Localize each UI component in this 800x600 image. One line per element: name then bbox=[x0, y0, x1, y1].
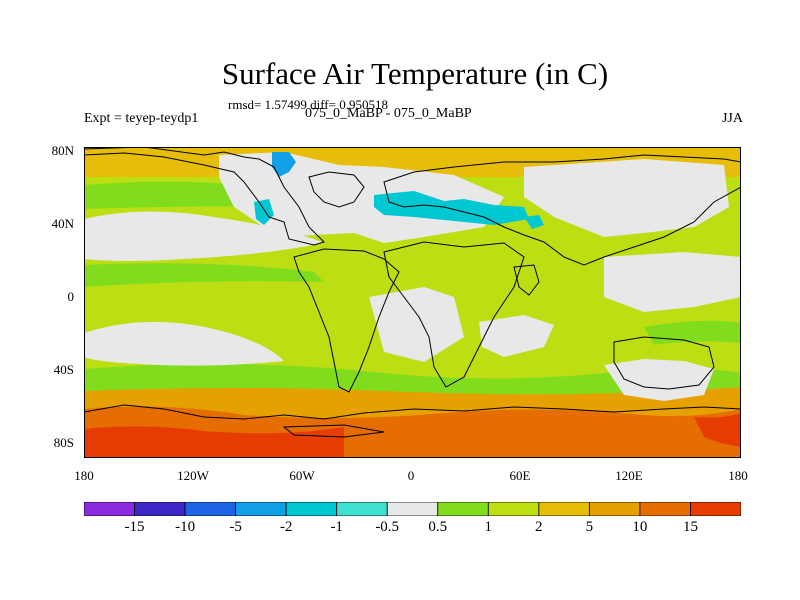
colorbar-label: -5 bbox=[229, 519, 242, 535]
lon-label-0: 0 bbox=[407, 468, 415, 483]
colorbar bbox=[84, 502, 741, 516]
lat-label-80s: 80S bbox=[53, 435, 74, 450]
coastline-africa bbox=[383, 241, 525, 388]
lat-label-equator: 0 bbox=[67, 289, 75, 304]
colorbar-swatch bbox=[285, 502, 338, 516]
lon-label-180w: 180 bbox=[74, 468, 94, 483]
cooling-patch-arctic-canada bbox=[272, 152, 296, 177]
coastline-south-america bbox=[293, 248, 400, 393]
cooling-patch-north-atlantic bbox=[374, 191, 529, 225]
coastline-antarctica bbox=[84, 404, 741, 420]
colorbar-label: -2 bbox=[279, 519, 293, 535]
green-band-tropics bbox=[84, 263, 324, 287]
grey-region-south-africa bbox=[479, 315, 554, 357]
green-band-south bbox=[84, 363, 741, 395]
coastline-arctic-north-america bbox=[84, 147, 325, 246]
grey-region-south-pacific bbox=[84, 321, 284, 366]
lat-label-40s: 40S bbox=[53, 362, 74, 377]
cooling-patch-small-east bbox=[524, 215, 544, 229]
cooling-patch-north-america bbox=[254, 199, 274, 225]
grey-region-indo-pacific bbox=[604, 252, 741, 312]
antarctic-hot-patch-west bbox=[84, 426, 344, 458]
colorbar-swatch bbox=[336, 502, 388, 516]
colorbar-label: -1 bbox=[330, 519, 343, 535]
temperature-map bbox=[84, 147, 741, 458]
colorbar-label: 1 bbox=[484, 519, 493, 535]
grey-region-south-atlantic bbox=[369, 287, 464, 362]
colorbar-swatch bbox=[235, 502, 287, 516]
map-frame bbox=[84, 147, 741, 458]
colorbar-swatch bbox=[639, 502, 691, 516]
antarctic-hot-patch-east bbox=[694, 413, 741, 447]
colorbar-label: 15 bbox=[683, 519, 698, 535]
colorbar-label: 2 bbox=[535, 519, 543, 535]
colorbar-swatch bbox=[134, 502, 186, 516]
colorbar-label: 0.5 bbox=[428, 519, 448, 535]
grey-region-asia bbox=[524, 159, 729, 237]
lon-label-60w: 60W bbox=[289, 468, 315, 483]
experiment-label: Expt = teyep-teydp1 bbox=[84, 111, 199, 126]
colorbar-swatch bbox=[487, 502, 540, 516]
colorbar-swatch bbox=[184, 502, 237, 516]
colorbar-swatch bbox=[437, 502, 489, 516]
colorbar-label: 5 bbox=[585, 519, 594, 535]
time-slice-label: 075_0_MaBP - 075_0_MaBP bbox=[305, 106, 472, 121]
map-title: Surface Air Temperature (in C) bbox=[221, 56, 609, 91]
lat-label-40n: 40N bbox=[51, 216, 74, 231]
lat-label-80n: 80N bbox=[51, 143, 74, 158]
coastlines bbox=[84, 147, 741, 438]
colorbar-swatch bbox=[588, 502, 641, 516]
rmsd-diff-stats: rmsd= 1.57499 diff= 0.950518 bbox=[228, 97, 388, 112]
colorbar-label: -0.5 bbox=[375, 519, 400, 535]
colorbar-swatch bbox=[690, 502, 741, 516]
colorbar-label: 10 bbox=[632, 519, 648, 535]
season-label: JJA bbox=[721, 111, 743, 126]
lon-label-120e: 120E bbox=[615, 468, 643, 483]
colorbar-swatch bbox=[84, 502, 135, 516]
grey-region-north-america-atlantic bbox=[219, 152, 504, 243]
coastline-antarctic-peninsula bbox=[282, 424, 385, 438]
lon-label-120w: 120W bbox=[177, 468, 209, 483]
lon-label-180e: 180 bbox=[728, 468, 748, 483]
lon-label-60e: 60E bbox=[509, 468, 531, 483]
colorbar-swatch bbox=[386, 502, 439, 516]
coastline-madagascar bbox=[513, 264, 540, 296]
grey-region-australia-ocean bbox=[604, 359, 714, 401]
colorbar-swatch bbox=[538, 502, 590, 516]
coastline-australia bbox=[613, 336, 715, 390]
colorbar-label: -15 bbox=[124, 519, 145, 535]
colorbar-label: -10 bbox=[175, 519, 196, 535]
grey-region-north-pacific bbox=[84, 211, 324, 261]
coastline-greenland bbox=[308, 171, 365, 208]
coastline-eurasia bbox=[383, 154, 741, 266]
